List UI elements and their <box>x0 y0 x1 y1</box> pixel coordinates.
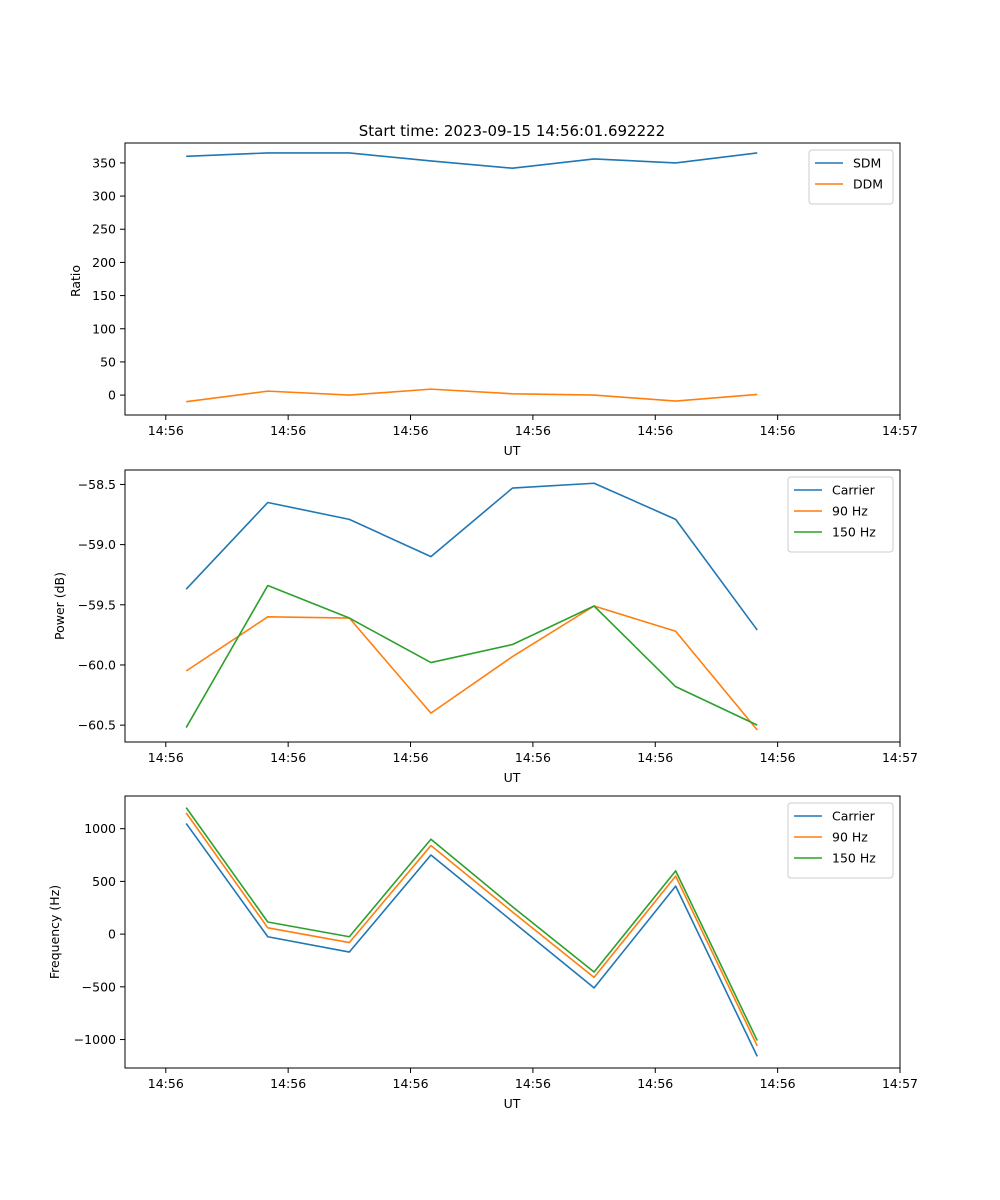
power-x-axis-label: UT <box>504 770 521 785</box>
legend-label: 150 Hz <box>832 525 876 540</box>
legend-label: Carrier <box>832 809 876 824</box>
x-tick-label: 14:56 <box>148 750 184 765</box>
x-tick-label: 14:57 <box>882 423 918 438</box>
y-tick-label: 100 <box>92 321 116 336</box>
series-line-carrier <box>185 822 758 1057</box>
legend-label: 90 Hz <box>832 504 868 519</box>
x-tick-label: 14:56 <box>760 1076 796 1091</box>
legend-label: Carrier <box>832 483 876 498</box>
x-tick-label: 14:56 <box>760 423 796 438</box>
y-tick-label: 350 <box>92 155 116 170</box>
ratio-panel: Start time: 2023-09-15 14:56:01.692222 1… <box>68 122 918 458</box>
frequency-panel: 14:56 14:56 14:56 14:56 14:56 14:56 14:57 −1000… <box>47 795 918 1111</box>
y-tick-label: −1000 <box>74 1032 116 1047</box>
y-tick-label: −59.5 <box>78 597 116 612</box>
legend-box <box>787 802 894 879</box>
x-tick-label: 14:56 <box>515 1076 551 1091</box>
series-line-150-hz <box>185 807 758 1041</box>
y-tick-label: 150 <box>92 288 116 303</box>
x-tick-label: 14:56 <box>637 750 673 765</box>
legend-label: 150 Hz <box>832 851 876 866</box>
series-line-90-hz <box>185 605 758 731</box>
y-tick-label: 200 <box>92 255 116 270</box>
x-tick-label: 14:56 <box>515 750 551 765</box>
x-tick-label: 14:56 <box>515 423 551 438</box>
ratio-y-axis-label: Ratio <box>68 265 83 297</box>
x-tick-label: 14:56 <box>270 1076 306 1091</box>
x-tick-label: 14:56 <box>760 750 796 765</box>
legend-label: 90 Hz <box>832 830 868 845</box>
x-tick-label: 14:56 <box>148 423 184 438</box>
power-y-axis-label: Power (dB) <box>52 572 67 640</box>
y-tick-label: −500 <box>82 979 116 994</box>
frequency-axes-frame <box>124 795 901 1069</box>
x-tick-label: 14:56 <box>637 423 673 438</box>
y-tick-label: 500 <box>92 874 116 889</box>
power-axes-frame <box>124 469 901 743</box>
x-tick-label: 14:56 <box>270 423 306 438</box>
x-tick-label: 14:56 <box>393 750 429 765</box>
x-tick-label: 14:57 <box>882 1076 918 1091</box>
y-tick-label: 50 <box>100 354 116 369</box>
power-panel: 14:56 14:56 14:56 14:56 14:56 14:56 14:57 −60.5… <box>52 469 918 785</box>
y-tick-label: 0 <box>108 927 116 942</box>
series-line-90-hz <box>185 812 758 1047</box>
ratio-x-axis-label: UT <box>504 443 521 458</box>
y-tick-label: 1000 <box>84 821 116 836</box>
legend-label: DDM <box>853 177 883 192</box>
x-tick-label: 14:56 <box>148 1076 184 1091</box>
y-tick-label: −60.0 <box>78 657 116 672</box>
ratio-axes-frame <box>124 142 901 416</box>
series-line-carrier <box>185 482 758 631</box>
x-tick-label: 14:57 <box>882 750 918 765</box>
x-tick-label: 14:56 <box>637 1076 673 1091</box>
y-tick-label: 300 <box>92 189 116 204</box>
y-tick-label: −58.5 <box>78 477 116 492</box>
ratio-legend: SDM DDM <box>808 149 894 205</box>
x-tick-label: 14:56 <box>393 423 429 438</box>
y-tick-label: 0 <box>108 388 116 403</box>
x-tick-label: 14:56 <box>393 1076 429 1091</box>
chart-title: Start time: 2023-09-15 14:56:01.692222 <box>359 122 665 140</box>
series-line-150-hz <box>185 584 758 728</box>
series-line-ddm <box>186 388 758 403</box>
y-tick-label: 250 <box>92 222 116 237</box>
frequency-legend: Carrier 90 Hz 150 Hz <box>787 802 894 879</box>
y-tick-label: −60.5 <box>78 718 116 733</box>
frequency-x-axis-label: UT <box>504 1096 521 1111</box>
y-tick-label: −59.0 <box>78 537 116 552</box>
legend-box <box>787 476 894 553</box>
x-tick-label: 14:56 <box>270 750 306 765</box>
series-line-sdm <box>186 152 758 170</box>
legend-label: SDM <box>853 156 881 171</box>
frequency-y-axis-label: Frequency (Hz) <box>47 885 62 979</box>
power-legend: Carrier 90 Hz 150 Hz <box>787 476 894 553</box>
